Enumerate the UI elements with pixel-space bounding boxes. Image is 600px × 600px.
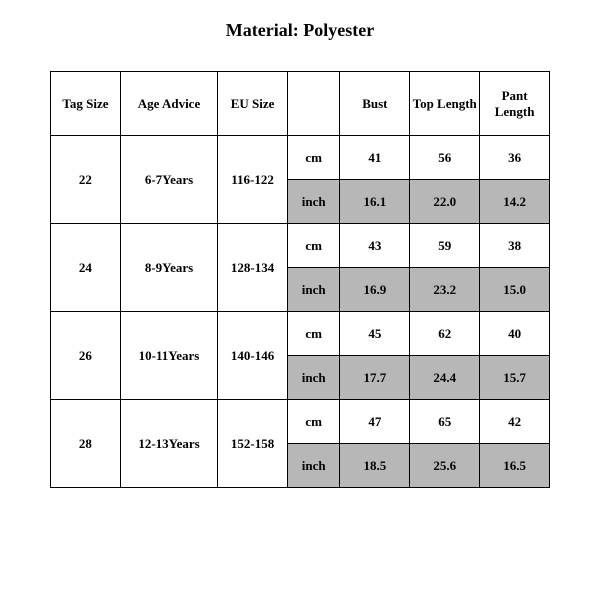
cell-age-advice: 12-13Years <box>120 400 217 488</box>
table-row: 22 6-7Years 116-122 cm 41 56 36 <box>51 136 550 180</box>
cell-bust-inch: 16.1 <box>340 180 410 224</box>
col-header-eu-size: EU Size <box>218 72 288 136</box>
cell-bust-inch: 18.5 <box>340 444 410 488</box>
cell-tag-size: 24 <box>51 224 121 312</box>
page-title: Material: Polyester <box>50 20 550 41</box>
cell-pant-length-cm: 40 <box>480 312 550 356</box>
cell-eu-size: 140-146 <box>218 312 288 400</box>
cell-eu-size: 152-158 <box>218 400 288 488</box>
cell-top-length-cm: 62 <box>410 312 480 356</box>
cell-top-length-cm: 65 <box>410 400 480 444</box>
cell-age-advice: 6-7Years <box>120 136 217 224</box>
cell-bust-inch: 17.7 <box>340 356 410 400</box>
cell-bust-cm: 41 <box>340 136 410 180</box>
table-row: 28 12-13Years 152-158 cm 47 65 42 <box>51 400 550 444</box>
cell-tag-size: 28 <box>51 400 121 488</box>
cell-tag-size: 22 <box>51 136 121 224</box>
cell-unit-inch: inch <box>288 356 340 400</box>
cell-pant-length-inch: 15.0 <box>480 268 550 312</box>
col-header-tag-size: Tag Size <box>51 72 121 136</box>
cell-pant-length-cm: 42 <box>480 400 550 444</box>
cell-unit-inch: inch <box>288 268 340 312</box>
cell-age-advice: 8-9Years <box>120 224 217 312</box>
cell-pant-length-cm: 38 <box>480 224 550 268</box>
cell-bust-cm: 43 <box>340 224 410 268</box>
cell-unit-inch: inch <box>288 180 340 224</box>
table-body: 22 6-7Years 116-122 cm 41 56 36 inch 16.… <box>51 136 550 488</box>
cell-bust-cm: 47 <box>340 400 410 444</box>
cell-pant-length-inch: 16.5 <box>480 444 550 488</box>
cell-top-length-inch: 25.6 <box>410 444 480 488</box>
cell-tag-size: 26 <box>51 312 121 400</box>
cell-pant-length-inch: 15.7 <box>480 356 550 400</box>
cell-age-advice: 10-11Years <box>120 312 217 400</box>
cell-unit-cm: cm <box>288 312 340 356</box>
cell-eu-size: 116-122 <box>218 136 288 224</box>
cell-pant-length-inch: 14.2 <box>480 180 550 224</box>
cell-unit-inch: inch <box>288 444 340 488</box>
cell-bust-cm: 45 <box>340 312 410 356</box>
cell-top-length-cm: 56 <box>410 136 480 180</box>
cell-top-length-inch: 22.0 <box>410 180 480 224</box>
cell-top-length-inch: 24.4 <box>410 356 480 400</box>
cell-eu-size: 128-134 <box>218 224 288 312</box>
cell-top-length-cm: 59 <box>410 224 480 268</box>
col-header-bust: Bust <box>340 72 410 136</box>
col-header-unit <box>288 72 340 136</box>
cell-top-length-inch: 23.2 <box>410 268 480 312</box>
table-row: 26 10-11Years 140-146 cm 45 62 40 <box>51 312 550 356</box>
cell-unit-cm: cm <box>288 136 340 180</box>
size-table: Tag Size Age Advice EU Size Bust Top Len… <box>50 71 550 488</box>
col-header-top-length: Top Length <box>410 72 480 136</box>
cell-unit-cm: cm <box>288 400 340 444</box>
table-row: 24 8-9Years 128-134 cm 43 59 38 <box>51 224 550 268</box>
cell-pant-length-cm: 36 <box>480 136 550 180</box>
col-header-age-advice: Age Advice <box>120 72 217 136</box>
table-header-row: Tag Size Age Advice EU Size Bust Top Len… <box>51 72 550 136</box>
col-header-pant-length: Pant Length <box>480 72 550 136</box>
cell-unit-cm: cm <box>288 224 340 268</box>
cell-bust-inch: 16.9 <box>340 268 410 312</box>
